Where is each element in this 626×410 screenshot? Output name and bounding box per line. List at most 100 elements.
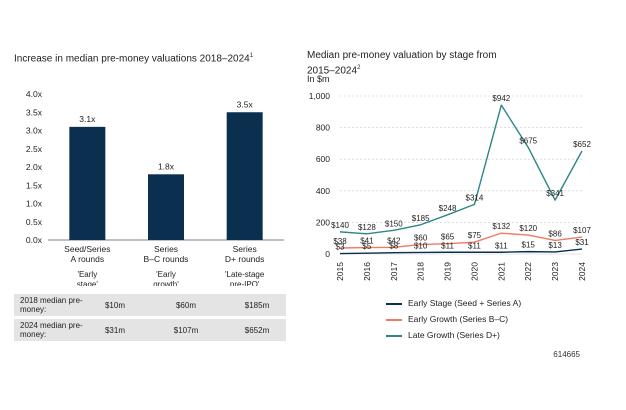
right-line-chart: 0 200 400 600 800 1,000 2015 2016 2017 2018 2019 20… — [309, 91, 592, 281]
point-data-label: $13 — [548, 241, 562, 250]
table-cell: $31m — [104, 326, 125, 335]
series-line — [339, 248, 583, 255]
y-tick-label: 1,000 — [309, 91, 331, 101]
point-data-label: $41 — [360, 237, 374, 246]
legend-item-late-growth: Late Growth (Series D+) — [386, 330, 500, 340]
category-note: 'Early — [77, 270, 97, 279]
point-data-label: $652 — [573, 140, 591, 149]
category-note: growth' — [153, 280, 179, 286]
point-data-label: $248 — [439, 204, 457, 213]
y-tick-label: 0.5x — [26, 217, 43, 227]
y-tick-label: 200 — [316, 217, 330, 227]
legend-swatch — [386, 302, 402, 305]
left-chart-title-note: 1 — [249, 53, 254, 59]
x-tick-label: 2018 — [416, 262, 426, 281]
point-data-label: $10 — [414, 241, 428, 250]
point-data-label: $11 — [495, 241, 508, 250]
series-line — [339, 104, 583, 235]
table-cell: $60m — [175, 301, 196, 310]
x-tick-label: 2019 — [443, 262, 453, 281]
legend-item-early-stage: Early Stage (Seed + Series A) — [386, 298, 521, 308]
table-row-2024: 2024 median pre-money: $31m $107m $652m — [14, 319, 286, 341]
point-data-label: $128 — [358, 223, 376, 232]
point-data-label: $65 — [441, 233, 455, 242]
left-bar-chart: 0.0x 0.5x 1.0x 1.5x 2.0x 2.5x 3.0x 3.5x 4.0x 3.1x… — [26, 89, 284, 286]
table-row-label: 2018 median pre-money: — [20, 296, 83, 314]
table-cell: $107m — [173, 326, 199, 335]
y-tick-label: 800 — [316, 123, 330, 133]
legend-label: Early Growth (Series B–C) — [408, 314, 509, 324]
bar-data-label: 3.1x — [79, 114, 96, 124]
point-data-label: $11 — [441, 241, 454, 250]
category-note: 'Early — [156, 270, 176, 279]
point-data-label: $140 — [331, 221, 349, 230]
category-label: Series — [154, 244, 178, 254]
x-tick-label: 2015 — [335, 262, 345, 281]
table-row-label: 2024 median pre-money: — [20, 321, 83, 339]
table-cell: $185m — [244, 301, 270, 310]
point-data-label: $15 — [522, 241, 536, 250]
y-tick-label: 3.5x — [26, 107, 43, 117]
right-chart-y-unit: In $m — [307, 74, 330, 84]
y-tick-label: 1.0x — [26, 199, 43, 209]
legend-label: Late Growth (Series D+) — [408, 330, 500, 340]
x-tick-label: 2020 — [469, 262, 479, 281]
category-label: A rounds — [71, 254, 105, 264]
category-label: Series — [233, 244, 257, 254]
point-data-label: $11 — [468, 241, 481, 250]
legend-swatch — [386, 318, 402, 321]
point-data-label: $185 — [412, 214, 430, 223]
point-data-label: $75 — [468, 231, 482, 240]
category-label: B–C rounds — [144, 254, 189, 264]
point-data-label: $3 — [336, 243, 345, 252]
y-tick-label: 3.0x — [26, 126, 43, 136]
y-tick-label: 4.0x — [26, 89, 43, 99]
y-tick-label: 0.0x — [26, 235, 43, 245]
point-data-label: $132 — [492, 222, 510, 231]
x-tick-label: 2021 — [496, 262, 506, 281]
point-data-label: $86 — [548, 229, 562, 238]
y-tick-label: 2.5x — [26, 144, 43, 154]
category-note: pre-IPO' — [230, 280, 260, 286]
bar-data-label: 1.8x — [158, 161, 175, 171]
point-data-label: $675 — [519, 136, 537, 145]
x-tick-label: 2017 — [389, 262, 399, 281]
bar — [69, 126, 106, 240]
category-label: Seed/Series — [64, 244, 110, 254]
y-tick-label: 1.5x — [26, 180, 43, 190]
y-tick-label: 400 — [316, 186, 330, 196]
legend-swatch — [386, 334, 402, 337]
point-data-label: $42 — [387, 236, 401, 245]
left-chart-title: Increase in median pre-money valuations … — [14, 50, 254, 65]
legend-item-early-growth: Early Growth (Series B–C) — [386, 314, 508, 324]
point-data-label: $341 — [546, 189, 564, 198]
right-chart-title-text: Median pre-money valuation by stage from… — [307, 50, 497, 77]
right-chart-title-note: 2 — [357, 65, 361, 71]
point-data-label: $60 — [414, 234, 428, 243]
category-label: D+ rounds — [225, 254, 264, 264]
y-tick-label: 600 — [316, 154, 330, 164]
point-data-label: $31 — [575, 238, 589, 247]
left-chart-title-text: Increase in median pre-money valuations … — [14, 53, 250, 65]
point-data-label: $107 — [573, 226, 591, 235]
bar — [148, 174, 184, 240]
point-data-label: $5 — [362, 242, 371, 251]
table-cell: $652m — [244, 326, 270, 335]
x-tick-label: 2023 — [550, 262, 560, 281]
table-cell: $10m — [104, 301, 125, 310]
category-note: 'Late-stage — [225, 270, 265, 279]
point-data-label: $8 — [389, 242, 398, 251]
point-data-label: $942 — [492, 94, 510, 103]
bar-data-label: 3.5x — [237, 99, 254, 109]
series-line — [339, 232, 583, 249]
y-tick-label: 0 — [325, 249, 330, 259]
right-chart-title: Median pre-money valuation by stage from… — [307, 50, 527, 77]
bar — [226, 112, 263, 240]
x-tick-label: 2016 — [362, 262, 372, 281]
category-note: stage' — [77, 280, 99, 286]
footnote-id: 614665 — [553, 350, 580, 359]
table-row-2018: 2018 median pre-money: $10m $60m $185m — [14, 294, 286, 316]
x-tick-label: 2024 — [577, 262, 587, 281]
point-data-label: $120 — [519, 224, 537, 233]
point-data-label: $150 — [385, 219, 403, 228]
